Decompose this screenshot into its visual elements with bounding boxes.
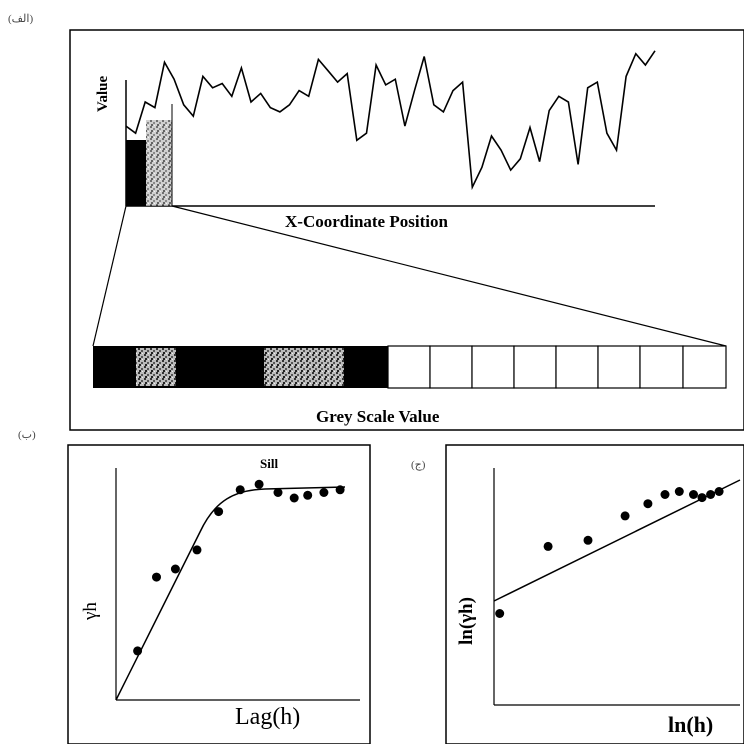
panel-c-y-label: ln(γh) <box>456 597 477 645</box>
panel-a-y-label: Value <box>95 75 111 112</box>
panel-c-point-10 <box>706 490 716 499</box>
grey-scale-label: Grey Scale Value <box>316 407 440 426</box>
grey-scale-strip <box>93 345 727 389</box>
panel-a-frame <box>69 29 744 431</box>
panel-b-letter: (ب) <box>18 429 36 441</box>
panel-c-point-6 <box>660 490 670 499</box>
panel-c-point-8 <box>689 490 698 499</box>
grey-cell-white-2 <box>429 345 473 389</box>
panel-b-points <box>133 479 345 656</box>
grey-cell-white-8 <box>682 345 727 389</box>
panel-c-point-7 <box>674 487 684 496</box>
panel-c-frame <box>445 444 744 744</box>
panel-a-x-label: X-Coordinate Position <box>285 212 448 231</box>
zoom-line-right <box>171 205 727 347</box>
panel-b-frame <box>67 444 371 744</box>
panel-b-point-11 <box>319 488 329 497</box>
panel-c-point-5 <box>643 499 653 509</box>
panel-b-y-label: γh <box>80 602 101 620</box>
panel-b-point-2 <box>152 572 161 582</box>
panel-c-x-label: ln(h) <box>668 712 714 737</box>
panel-c-point-11 <box>714 487 724 496</box>
panel-b-x-label: Lag(h) <box>235 704 301 730</box>
panel-c-point-1 <box>495 609 505 618</box>
grey-cell-white-5 <box>555 345 599 389</box>
panel-a-letter: (الف) <box>8 13 34 25</box>
profile-window-light <box>146 120 172 206</box>
panel-c-point-9 <box>697 493 707 503</box>
panel-b-point-10 <box>303 490 313 500</box>
panel-b-point-1 <box>133 646 143 656</box>
zoom-line-left <box>92 205 127 347</box>
grey-cell-white-6 <box>597 345 641 389</box>
panel-c-point-3 <box>583 535 593 545</box>
panel-b-point-9 <box>289 493 299 503</box>
panel-b-point-6 <box>235 485 245 495</box>
panel-b-point-12 <box>335 485 345 495</box>
grey-cell-white-7 <box>639 345 684 389</box>
grey-cell-noise-1 <box>136 348 176 386</box>
panel-b-point-5 <box>214 507 224 517</box>
panel-c-letter: (ج) <box>411 459 426 471</box>
panel-b-point-8 <box>273 488 283 497</box>
panel-c-point-4 <box>620 511 630 521</box>
panel-b-point-4 <box>192 545 202 555</box>
grey-cell-white-1 <box>387 345 431 389</box>
panel-b-model-curve <box>115 486 346 701</box>
profile-window-dark <box>126 140 146 206</box>
panel-b-point-3 <box>170 564 180 574</box>
value-profile-line <box>125 50 656 191</box>
grey-cell-noise-2 <box>264 348 344 386</box>
grey-cell-white-3 <box>471 345 515 389</box>
panel-c-point-2 <box>543 541 553 551</box>
sill-label: Sill <box>260 456 279 471</box>
panel-c-points <box>495 487 724 618</box>
grey-cell-white-4 <box>513 345 557 389</box>
panel-b-point-7 <box>254 479 264 489</box>
